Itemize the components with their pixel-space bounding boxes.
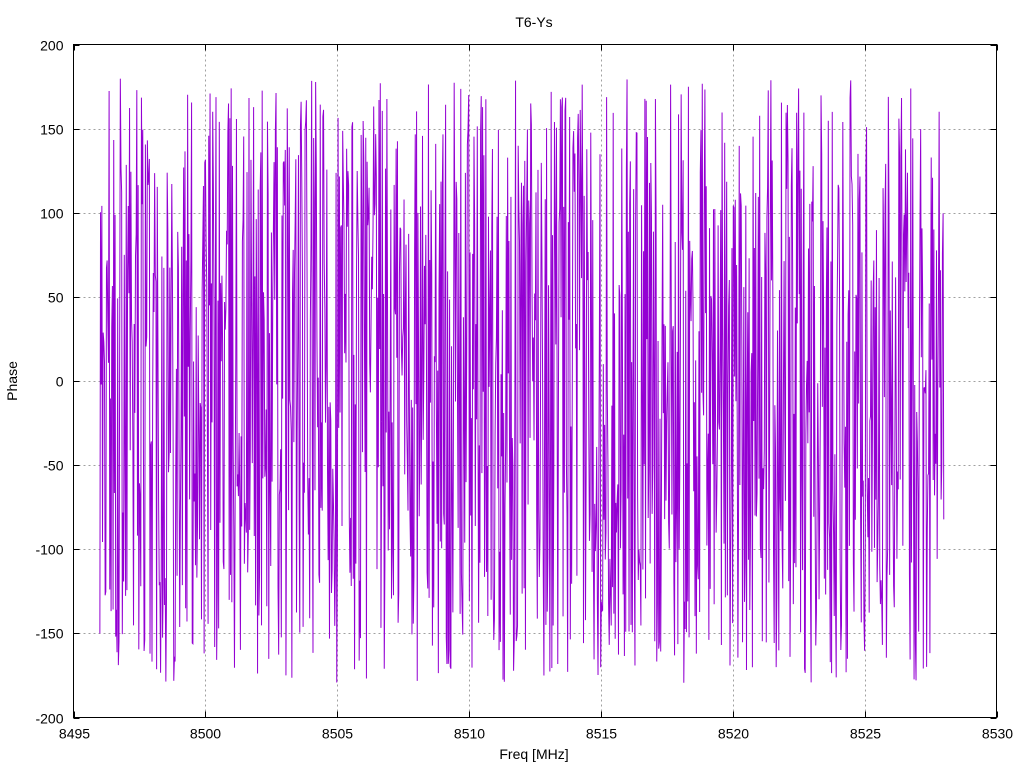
y-tick-label: 0 xyxy=(56,374,64,390)
y-tick-label: 100 xyxy=(40,206,64,222)
chart-title: T6-Ys xyxy=(515,14,552,30)
y-tick-label: 200 xyxy=(40,38,64,54)
x-tick-label: 8495 xyxy=(59,726,90,742)
x-tick-label: 8520 xyxy=(718,726,749,742)
y-tick-label: -200 xyxy=(35,711,63,727)
y-axis: 200 150 100 50 0 -50 -100 -150 -200 xyxy=(35,38,997,727)
x-tick-label: 8510 xyxy=(454,726,485,742)
x-tick-label: 8500 xyxy=(190,726,221,742)
x-tick-label: 8530 xyxy=(982,726,1013,742)
x-tick-label: 8515 xyxy=(586,726,617,742)
phase-series-line xyxy=(99,78,945,683)
x-axis: 8495 8500 8505 8510 8515 8520 8525 8530 xyxy=(59,44,1013,742)
x-tick-label: 8525 xyxy=(850,726,881,742)
x-axis-label: Freq [MHz] xyxy=(499,746,568,762)
y-tick-label: 50 xyxy=(48,290,64,306)
y-tick-label: -100 xyxy=(35,542,63,558)
y-tick-label: -150 xyxy=(35,626,63,642)
data-series xyxy=(99,78,945,683)
y-axis-label: Phase xyxy=(4,361,20,401)
y-tick-label: 150 xyxy=(40,122,64,138)
y-tick-label: -50 xyxy=(43,458,63,474)
x-tick-label: 8505 xyxy=(322,726,353,742)
